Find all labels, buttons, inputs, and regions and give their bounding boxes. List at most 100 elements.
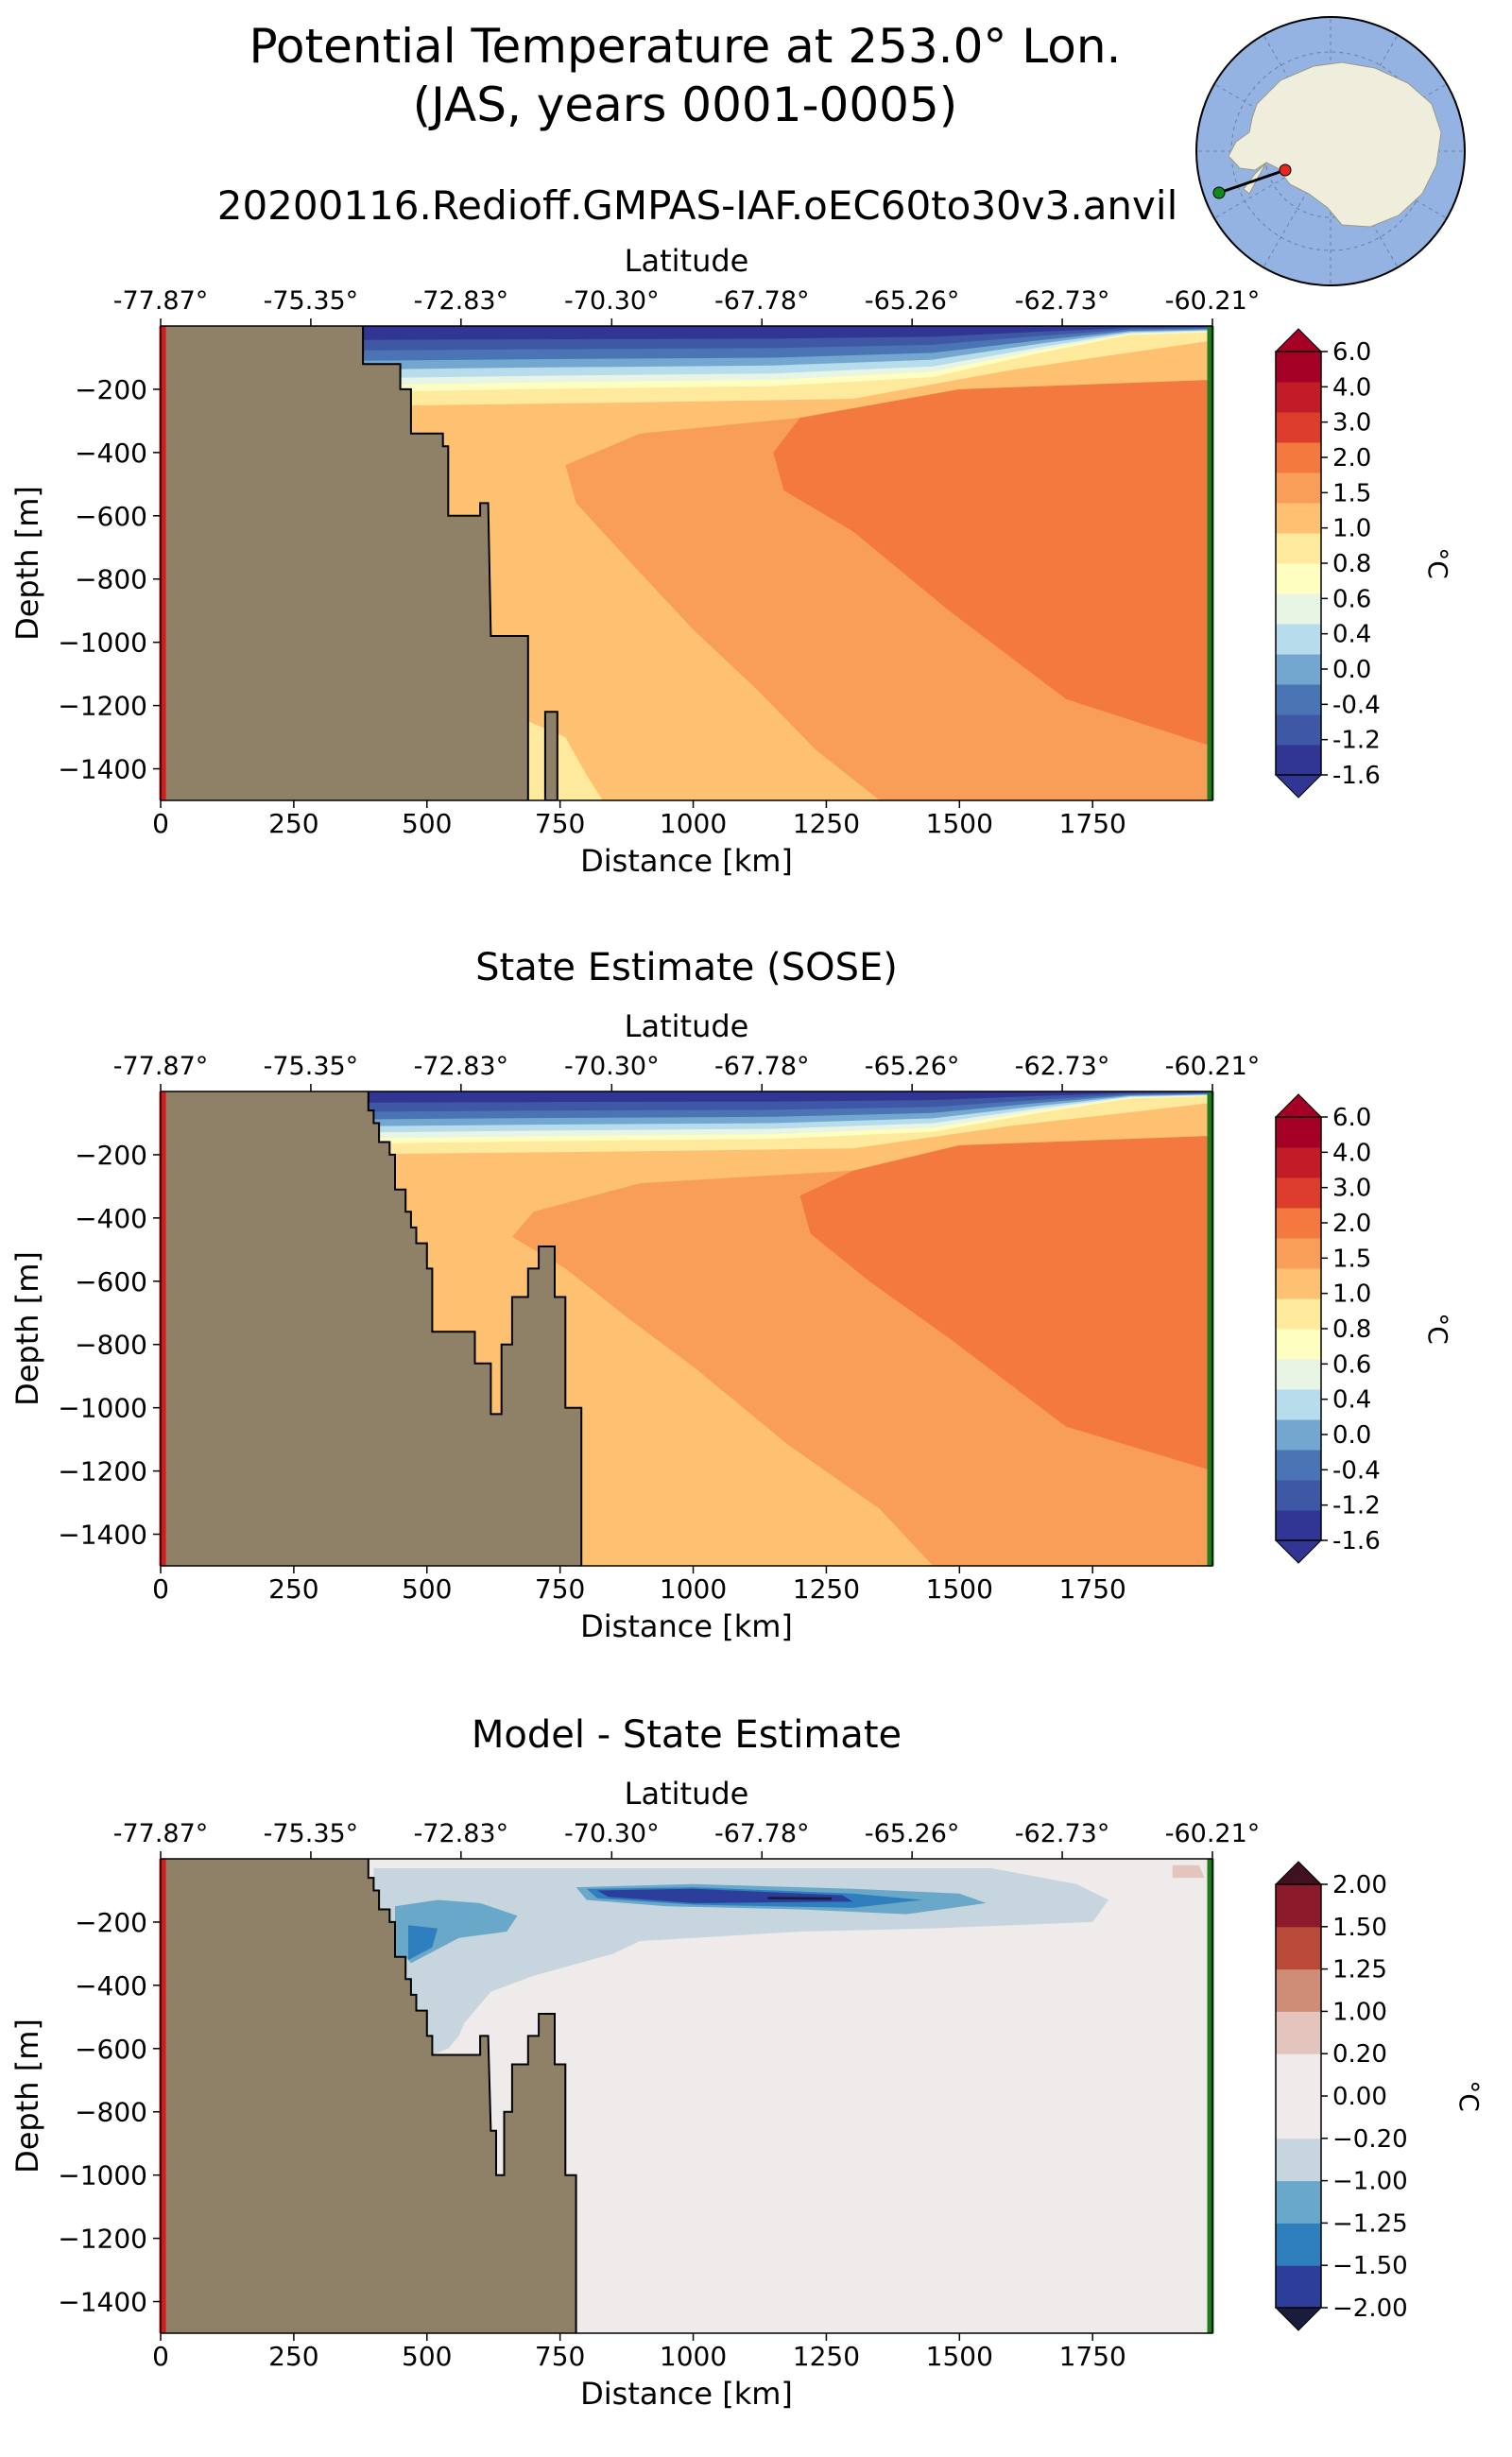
y-tick-label: −200 bbox=[75, 374, 147, 405]
colorbar-extend-max bbox=[1274, 1093, 1323, 1118]
colorbar-segment bbox=[1276, 1419, 1321, 1451]
colorbar-segment bbox=[1276, 2265, 1321, 2309]
colorbar-segment bbox=[1276, 2223, 1321, 2266]
colorbar-segment bbox=[1276, 2180, 1321, 2224]
y-axis-label: Depth [m] bbox=[9, 2019, 45, 2174]
land-mask bbox=[161, 1859, 576, 2333]
lat-tick-label: -72.83° bbox=[414, 1052, 509, 1081]
contour-region bbox=[565, 418, 1212, 800]
colorbar-tick-label: −1.25 bbox=[1332, 2209, 1408, 2238]
inset-end-marker bbox=[1212, 186, 1226, 199]
figure-title-line1: Potential Temperature at 253.0° Lon. bbox=[249, 19, 1122, 74]
lat-tick-label: -77.87° bbox=[113, 1819, 209, 1848]
lat-tick-label: -75.35° bbox=[264, 286, 359, 316]
seamount bbox=[543, 711, 558, 800]
colorbar-extend-min bbox=[1274, 2307, 1323, 2331]
x-tick-label: 1750 bbox=[1059, 808, 1126, 839]
colorbar-segment bbox=[1276, 563, 1321, 594]
contour-region bbox=[511, 1170, 1212, 1566]
colorbar-segment bbox=[1276, 2096, 1321, 2139]
x-tick-label: 250 bbox=[268, 1573, 318, 1605]
panel-difference: 0 250 500 750 1000 1250 1500 1750 Distance [km] −… bbox=[9, 1713, 1485, 2412]
lat-tick-label: -65.26° bbox=[865, 1819, 960, 1848]
colorbar-tick-label: -0.4 bbox=[1332, 1456, 1381, 1485]
x-tick-label: 1250 bbox=[793, 808, 860, 839]
colorbar-tick-label: 0.8 bbox=[1332, 550, 1371, 578]
colorbar-segment bbox=[1276, 593, 1321, 625]
x-tick-label: 0 bbox=[152, 1573, 169, 1605]
lat-tick-label: -75.35° bbox=[264, 1052, 359, 1081]
colorbar-tick-label: 0.0 bbox=[1332, 656, 1371, 684]
x-tick-label: 0 bbox=[152, 2341, 169, 2372]
y-tick-label: −400 bbox=[75, 1203, 147, 1234]
colorbar-tick-label: 2.0 bbox=[1332, 444, 1371, 472]
colorbar-tick-label: 6.0 bbox=[1332, 1104, 1371, 1132]
colorbar-segment bbox=[1276, 1968, 1321, 2012]
colorbar-extend-min bbox=[1274, 774, 1323, 799]
lat-axis-label: Latitude bbox=[625, 1008, 749, 1044]
colorbar-segment bbox=[1276, 1238, 1321, 1269]
y-tick-label: −1000 bbox=[58, 1393, 147, 1424]
lat-axis-label: Latitude bbox=[625, 243, 749, 279]
colorbar-tick-label: −2.00 bbox=[1332, 2294, 1408, 2323]
colorbar-label: °C bbox=[1422, 1313, 1453, 1345]
axes-frame bbox=[160, 1858, 1213, 2334]
colorbar-segment bbox=[1276, 1147, 1321, 1178]
colorbar-tick-label: -1.2 bbox=[1332, 1492, 1381, 1521]
colorbar-segment bbox=[1276, 745, 1321, 776]
y-tick-label: −1200 bbox=[58, 1456, 147, 1487]
colorbar-tick-label: 4.0 bbox=[1332, 373, 1371, 402]
surface-layer bbox=[363, 326, 1212, 340]
colorbar-segment bbox=[1276, 1450, 1321, 1481]
panel-title: Model - State Estimate bbox=[472, 1713, 902, 1757]
lat-axis-label: Latitude bbox=[625, 1776, 749, 1812]
colorbar-tick-label: -1.6 bbox=[1332, 1527, 1381, 1555]
colorbar-extend-max bbox=[1274, 328, 1323, 352]
colorbar-segment bbox=[1276, 2053, 1321, 2097]
x-tick-label: 750 bbox=[535, 1573, 585, 1605]
y-tick-label: −600 bbox=[75, 1266, 147, 1297]
lat-tick-label: -75.35° bbox=[264, 1819, 359, 1848]
colorbar-extend-min bbox=[1274, 1539, 1323, 1564]
contour-region bbox=[767, 1897, 833, 1900]
y-tick-label: −1200 bbox=[58, 2224, 147, 2255]
colorbar-segment bbox=[1276, 1884, 1321, 1928]
colorbar-label: °C bbox=[1422, 547, 1453, 579]
y-tick-label: −1400 bbox=[58, 754, 147, 785]
lat-tick-label: -67.78° bbox=[714, 1819, 810, 1848]
panel-model: 0 250 500 750 1000 1250 1500 1750 Distance [km] −… bbox=[9, 243, 1453, 879]
colorbar-tick-label: 1.50 bbox=[1332, 1914, 1387, 1942]
colorbar-segment bbox=[1276, 1268, 1321, 1299]
lat-tick-label: -65.26° bbox=[865, 286, 960, 316]
lat-tick-label: -72.83° bbox=[414, 286, 509, 316]
colorbar-tick-label: 1.0 bbox=[1332, 1280, 1371, 1309]
lat-tick-label: -70.30° bbox=[564, 286, 660, 316]
colorbar-tick-label: 0.00 bbox=[1332, 2083, 1387, 2111]
colorbar-segment bbox=[1276, 1208, 1321, 1239]
x-axis-label: Distance [km] bbox=[580, 1608, 793, 1644]
y-tick-label: −200 bbox=[75, 1140, 147, 1171]
x-tick-label: 1250 bbox=[793, 1573, 860, 1605]
lat-tick-label: -62.73° bbox=[1015, 1819, 1110, 1848]
colorbar-segment bbox=[1276, 624, 1321, 655]
colorbar-tick-label: 0.20 bbox=[1332, 2040, 1387, 2069]
x-tick-label: 0 bbox=[152, 808, 169, 839]
x-tick-label: 1250 bbox=[793, 2341, 860, 2372]
x-tick-label: 1000 bbox=[660, 1573, 727, 1605]
contour-region bbox=[1172, 1864, 1205, 1879]
contour-region bbox=[405, 1183, 934, 1566]
colorbar-tick-label: 0.8 bbox=[1332, 1315, 1371, 1344]
lat-tick-label: -65.26° bbox=[865, 1052, 960, 1081]
colorbar-segment bbox=[1276, 2138, 1321, 2182]
y-tick-label: −400 bbox=[75, 1970, 147, 2002]
lat-tick-label: -77.87° bbox=[113, 286, 209, 316]
contour-region bbox=[773, 379, 1212, 747]
colorbar-tick-label: 0.6 bbox=[1332, 1350, 1371, 1379]
y-tick-label: −800 bbox=[75, 1330, 147, 1361]
x-tick-label: 500 bbox=[402, 2341, 452, 2372]
x-tick-label: 500 bbox=[402, 1573, 452, 1605]
y-axis-label: Depth [m] bbox=[9, 486, 45, 641]
lat-tick-label: -60.21° bbox=[1165, 286, 1261, 316]
x-axis-label: Distance [km] bbox=[580, 843, 793, 879]
colorbar-segment bbox=[1276, 714, 1321, 746]
